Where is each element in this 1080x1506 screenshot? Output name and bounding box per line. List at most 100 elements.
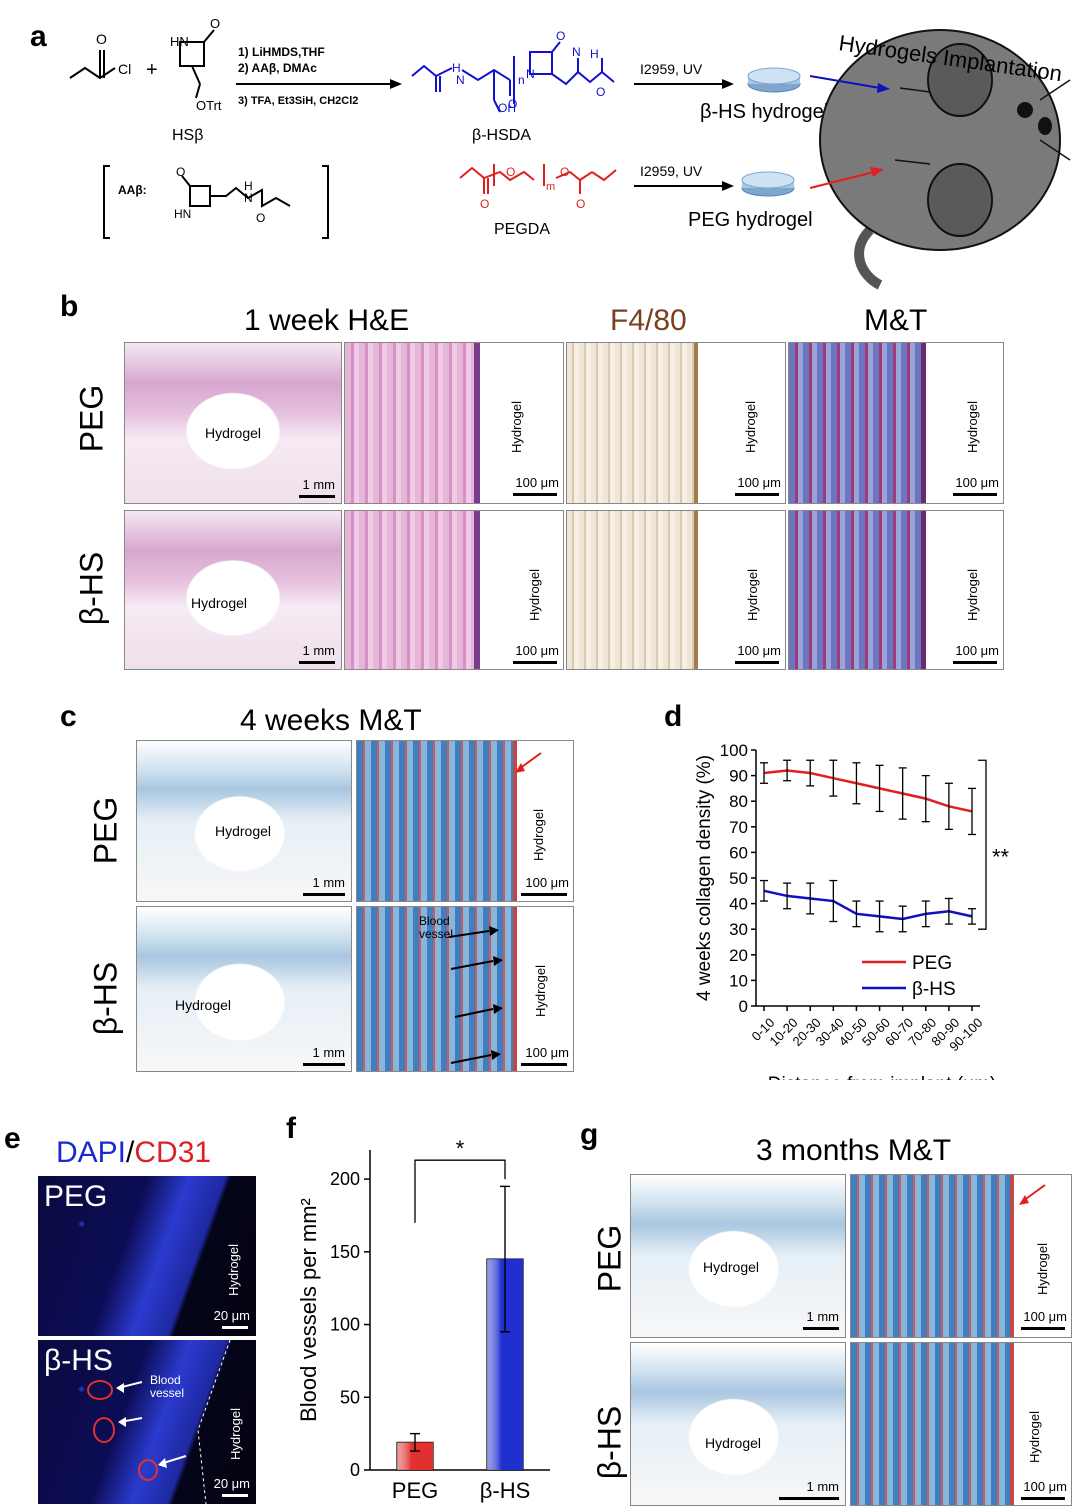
panel-label-a: a [30,20,47,53]
e-scale: 20 μm [213,1308,250,1323]
g-hydrogel-label: Hydrogel [705,1435,762,1451]
c-black-arrows [448,926,503,1064]
b-scale-um: 100 μm [955,643,999,658]
b-hs-f480: Hydrogel 100 μm [566,510,786,670]
b-peg-he-high: Hydrogel 100 μm [344,342,564,504]
red-implant-arrow [809,171,875,189]
b-scale-um: 100 μm [955,475,999,490]
e-row-hs: β-HS [44,1344,113,1377]
b-scale-um: 100 μm [737,643,781,658]
b-title-mt: M&T [864,304,928,337]
hydrogel-label-1: β-HS hydrogel [700,101,828,123]
c-hydrogel-label-v: Hydrogel [533,964,548,1017]
aab-n: N [244,191,253,205]
c-hs-low: Hydrogel 1 mm [136,906,352,1072]
acryloyl-o: O [96,31,107,47]
acryloyl-chloride-structure [69,50,116,80]
c-row-peg: PEG [87,796,124,865]
c-hydrogel-label: Hydrogel [215,823,272,839]
x-tick-label: PEG [392,1478,438,1503]
g-scale-mm: 1 mm [806,1309,840,1324]
c-peg-low: Hydrogel 1 mm [136,740,352,902]
b-scale-um: 100 μm [737,475,781,490]
b-hs-he-high: Hydrogel 100 μm [344,510,564,670]
series-line [763,769,973,813]
b-scale-um: 100 μm [515,475,559,490]
legend-label: PEG [912,953,952,974]
g-hs-low: Hydrogel 1 mm [630,1342,846,1506]
acryloyl-cl: Cl [118,61,131,77]
g-hs-high: Hydrogel 100 μm [850,1342,1072,1506]
y-tick-label: 150 [330,1242,360,1262]
peg-o4: O [576,197,585,211]
hsda-o3: O [596,85,605,99]
hsda-n2: N [526,67,535,81]
g-scale-mm: 1 mm [806,1479,840,1494]
b-title-f480: F4/80 [610,304,687,337]
plus-sign: + [146,59,158,81]
hsda-n-index: n [518,73,525,87]
significance-label: ** [992,844,1010,869]
c-scale-um: 100 μm [525,875,569,890]
step-1: 1) LiHMDS,THF [238,45,325,59]
chemistry-scheme: O Cl + HN O OTrt HSβ 1) LiHMDS,THF 2) AA… [69,16,1071,290]
b-peg-he-low: Hydrogel 1 mm [124,342,342,504]
y-tick-label: 20 [729,946,748,965]
hsda-h2: H [590,47,599,61]
hsb-o: O [210,16,220,31]
b-scale-mm: 1 mm [302,643,336,658]
c-row-hs: β-HS [87,961,124,1036]
blue-implant-arrow [809,75,881,89]
c-hydrogel-label-v: Hydrogel [531,808,546,861]
b-hs-mt: Hydrogel 100 μm [788,510,1004,670]
e-title: DAPI/CD31 [56,1136,211,1170]
y-tick-label: 50 [340,1387,360,1407]
panel-label-e: e [4,1122,21,1155]
c-blood-vessel-label: Blood vessel [419,914,454,941]
hsb-name: HSβ [172,127,203,144]
aab-hn: HN [174,207,191,221]
aab-label: AAβ: [118,183,147,197]
y-tick-label: 90 [729,767,748,786]
legend-label: β-HS [912,979,956,1000]
b-hydrogel-label: Hydrogel [205,425,262,441]
hsda-h: H [452,61,461,75]
e-hydrogel-label: Hydrogel [228,1407,243,1460]
y-tick-label: 0 [739,997,748,1016]
hsda-oh: OH [498,101,516,115]
step-3: 3) TFA, Et3SiH, CH2Cl2 [238,95,358,107]
g-peg-low: Hydrogel 1 mm [630,1174,846,1338]
hydrogel-disc-1 [747,67,801,93]
hsda-o2: O [508,97,517,111]
b-hydrogel-label-v: Hydrogel [965,568,980,621]
e-hydrogel-label: Hydrogel [226,1243,241,1296]
c-scale-mm: 1 mm [312,875,346,890]
panel-label-d: d [664,700,683,733]
x-tick-label: β-HS [480,1478,531,1503]
c-red-arrow [515,752,542,773]
g-hydrogel-label: Hydrogel [703,1259,760,1275]
y-tick-label: 100 [330,1315,360,1335]
c-title: 4 weeks M&T [240,704,422,737]
step-2: 2) AAβ, DMAc [238,61,317,75]
b-hydrogel-label-v: Hydrogel [965,400,980,453]
significance-bracket [414,1159,506,1223]
panel-label-f: f [286,1112,296,1145]
y-tick-label: 10 [729,971,748,990]
beta-hsda-structure [411,41,615,113]
g-row-hs: β-HS [591,1405,628,1480]
y-tick-label: 80 [729,792,748,811]
b-peg-mt: Hydrogel 100 μm [788,342,1004,504]
e-scale: 20 μm [213,1476,250,1491]
y-tick-label: 100 [720,741,748,760]
b-peg-f480: Hydrogel 100 μm [566,342,786,504]
c-hydrogel-label: Hydrogel [175,997,232,1013]
e-blood-vessel-label: Blood vessel [150,1373,185,1400]
g-peg-high: Hydrogel 100 μm [850,1174,1072,1338]
b-title-he: 1 week H&E [244,304,410,337]
hsb-otrt: OTrt [196,98,222,113]
hsda-n1: N [456,73,465,87]
peg-o2: O [560,165,569,179]
b-hydrogel-label-v: Hydrogel [743,400,758,453]
g-scale-um: 100 μm [1023,1479,1067,1494]
